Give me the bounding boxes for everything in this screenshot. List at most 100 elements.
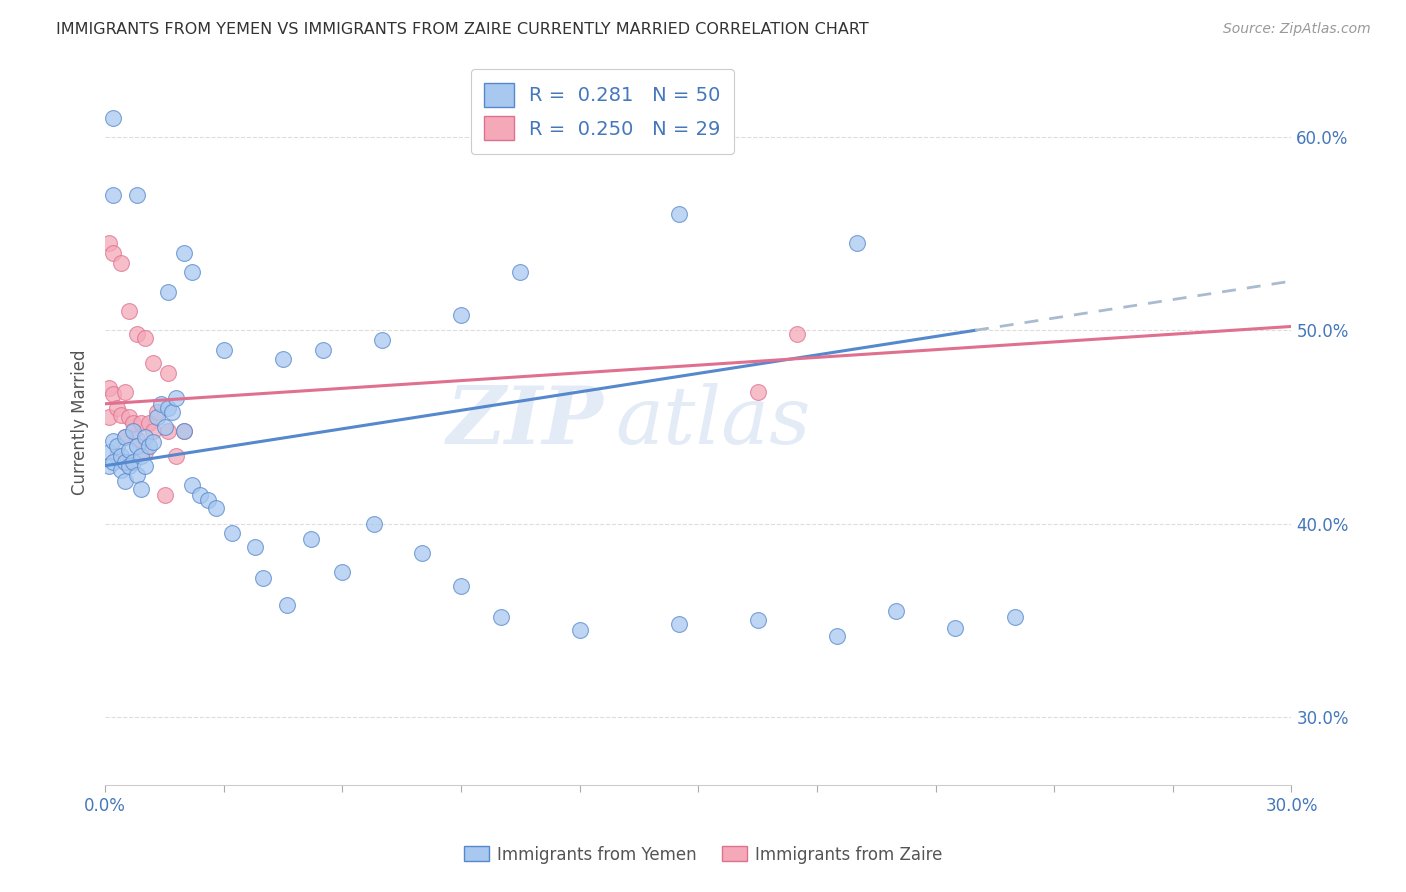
Point bbox=[153, 420, 176, 434]
Point bbox=[101, 246, 124, 260]
Point bbox=[312, 343, 335, 357]
Point bbox=[363, 516, 385, 531]
Point bbox=[221, 526, 243, 541]
Legend: R =  0.281   N = 50, R =  0.250   N = 29: R = 0.281 N = 50, R = 0.250 N = 29 bbox=[471, 70, 734, 153]
Point bbox=[747, 385, 769, 400]
Point bbox=[129, 449, 152, 463]
Point bbox=[134, 445, 156, 459]
Point bbox=[125, 468, 148, 483]
Point bbox=[138, 439, 160, 453]
Point bbox=[943, 621, 966, 635]
Point bbox=[98, 445, 121, 459]
Point bbox=[98, 458, 121, 473]
Legend: Immigrants from Yemen, Immigrants from Zaire: Immigrants from Yemen, Immigrants from Z… bbox=[457, 839, 949, 871]
Point bbox=[668, 617, 690, 632]
Point bbox=[157, 401, 180, 415]
Point bbox=[245, 540, 267, 554]
Point bbox=[173, 246, 195, 260]
Point bbox=[122, 424, 145, 438]
Point bbox=[110, 449, 132, 463]
Point bbox=[173, 424, 195, 438]
Point bbox=[332, 565, 354, 579]
Point bbox=[157, 285, 180, 299]
Point bbox=[299, 532, 322, 546]
Point bbox=[153, 488, 176, 502]
Point bbox=[125, 432, 148, 446]
Point bbox=[125, 439, 148, 453]
Point bbox=[98, 236, 121, 251]
Point bbox=[197, 493, 219, 508]
Point bbox=[114, 455, 136, 469]
Point bbox=[252, 571, 274, 585]
Point bbox=[118, 304, 141, 318]
Point bbox=[101, 387, 124, 401]
Point bbox=[114, 474, 136, 488]
Text: Source: ZipAtlas.com: Source: ZipAtlas.com bbox=[1223, 22, 1371, 37]
Point bbox=[450, 578, 472, 592]
Point bbox=[825, 629, 848, 643]
Point bbox=[568, 623, 591, 637]
Point bbox=[276, 598, 298, 612]
Point bbox=[110, 255, 132, 269]
Point bbox=[105, 439, 128, 453]
Point bbox=[110, 462, 132, 476]
Point bbox=[125, 188, 148, 202]
Point bbox=[134, 430, 156, 444]
Point bbox=[450, 308, 472, 322]
Point bbox=[162, 404, 184, 418]
Point bbox=[157, 424, 180, 438]
Text: ZIP: ZIP bbox=[447, 384, 603, 461]
Point bbox=[173, 424, 195, 438]
Point bbox=[145, 404, 167, 418]
Point bbox=[786, 327, 808, 342]
Point bbox=[1004, 609, 1026, 624]
Point bbox=[110, 409, 132, 423]
Y-axis label: Currently Married: Currently Married bbox=[72, 350, 89, 495]
Point bbox=[142, 356, 165, 370]
Point bbox=[114, 385, 136, 400]
Point bbox=[205, 501, 228, 516]
Point bbox=[845, 236, 868, 251]
Point bbox=[101, 455, 124, 469]
Point bbox=[129, 482, 152, 496]
Point bbox=[145, 410, 167, 425]
Point bbox=[98, 410, 121, 425]
Point bbox=[884, 604, 907, 618]
Point bbox=[212, 343, 235, 357]
Point bbox=[118, 443, 141, 458]
Point bbox=[98, 381, 121, 395]
Point bbox=[747, 614, 769, 628]
Point bbox=[105, 401, 128, 415]
Point bbox=[101, 188, 124, 202]
Point bbox=[114, 430, 136, 444]
Point bbox=[138, 416, 160, 430]
Point bbox=[142, 424, 165, 438]
Point bbox=[188, 488, 211, 502]
Point bbox=[668, 207, 690, 221]
Point bbox=[105, 449, 128, 463]
Point bbox=[122, 416, 145, 430]
Point bbox=[134, 458, 156, 473]
Point bbox=[125, 327, 148, 342]
Point bbox=[118, 410, 141, 425]
Point bbox=[509, 265, 531, 279]
Point bbox=[165, 449, 187, 463]
Point bbox=[122, 455, 145, 469]
Point bbox=[118, 458, 141, 473]
Point bbox=[181, 478, 204, 492]
Point bbox=[411, 546, 433, 560]
Text: IMMIGRANTS FROM YEMEN VS IMMIGRANTS FROM ZAIRE CURRENTLY MARRIED CORRELATION CHA: IMMIGRANTS FROM YEMEN VS IMMIGRANTS FROM… bbox=[56, 22, 869, 37]
Point bbox=[134, 331, 156, 345]
Point bbox=[129, 416, 152, 430]
Point bbox=[101, 434, 124, 448]
Point bbox=[149, 397, 172, 411]
Point bbox=[371, 333, 394, 347]
Text: atlas: atlas bbox=[616, 384, 811, 461]
Point bbox=[489, 609, 512, 624]
Point bbox=[118, 455, 141, 469]
Point bbox=[181, 265, 204, 279]
Point bbox=[271, 352, 294, 367]
Point bbox=[101, 111, 124, 125]
Point bbox=[142, 435, 165, 450]
Point bbox=[157, 366, 180, 380]
